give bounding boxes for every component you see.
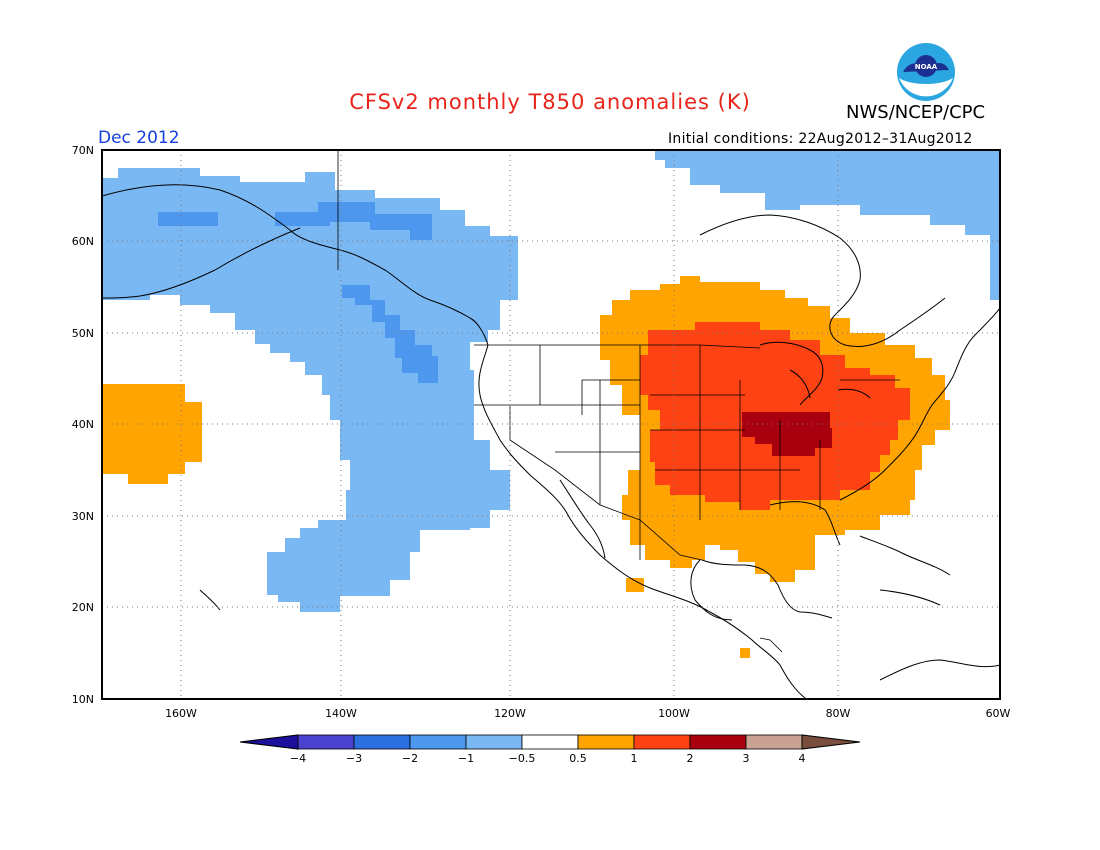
colorbar-swatch — [577, 734, 635, 750]
forecast-month: Dec 2012 — [98, 128, 180, 148]
colorbar-label: −4 — [290, 752, 306, 765]
colorbar: −4 −3 −2 −1 −0.5 0.5 1 2 3 4 — [239, 734, 861, 765]
colorbar-swatch — [633, 734, 691, 750]
colorbar-label: 1 — [631, 752, 638, 765]
warm-pixel-2 — [740, 648, 750, 658]
arctic-canada-cool-region — [655, 150, 1000, 300]
lat-label: 50N — [72, 327, 94, 340]
colorbar-swatch — [409, 734, 467, 750]
lat-labels: 70N 60N 50N 40N 30N 20N 10N — [72, 144, 94, 706]
map-frame — [101, 149, 1001, 700]
lat-label: 10N — [72, 693, 94, 706]
colorbar-swatch — [745, 734, 803, 750]
coastal-cooler-region — [342, 285, 438, 383]
lat-label: 70N — [72, 144, 94, 157]
colorbar-swatch — [689, 734, 747, 750]
lat-label: 20N — [72, 601, 94, 614]
colorbar-label: 2 — [687, 752, 694, 765]
lon-label: 60W — [986, 707, 1011, 720]
lon-label: 100W — [658, 707, 690, 720]
colorbar-label: −1 — [458, 752, 474, 765]
colorbar-swatch — [521, 734, 579, 750]
lon-label: 140W — [325, 707, 357, 720]
lat-label: 30N — [72, 510, 94, 523]
lon-label: 160W — [165, 707, 197, 720]
colorbar-label: 0.5 — [569, 752, 587, 765]
colorbar-label: −2 — [402, 752, 418, 765]
gulf-of-alaska-cooler-region — [275, 202, 432, 240]
colorbar-swatch — [465, 734, 523, 750]
ohio-valley-warmest-region — [742, 412, 832, 456]
agency-label: NWS/NCEP/CPC — [846, 102, 986, 123]
lat-label: 60N — [72, 235, 94, 248]
central-pacific-warm-region — [102, 384, 202, 484]
logo-text: NOAA — [915, 63, 938, 71]
colorbar-arrow-low — [239, 734, 299, 750]
colorbar-swatch — [353, 734, 411, 750]
colorbar-label: 3 — [743, 752, 750, 765]
warm-pixel-1 — [626, 578, 644, 592]
noaa-logo: NOAA — [897, 43, 955, 101]
chart-title: CFSv2 monthly T850 anomalies (K) — [349, 90, 751, 114]
colorbar-arrow-high — [801, 734, 861, 750]
initial-conditions: Initial conditions: 22Aug2012–31Aug2012 — [668, 131, 973, 147]
political-borders — [337, 150, 900, 653]
alaska-northpacific-cool-region — [102, 168, 518, 612]
lon-label: 120W — [494, 707, 526, 720]
colorbar-swatch — [297, 734, 355, 750]
colorbar-label: −3 — [346, 752, 362, 765]
coastlines — [102, 184, 1000, 699]
colorbar-label: −0.5 — [509, 752, 536, 765]
colorbar-label: 4 — [799, 752, 806, 765]
gulf-of-alaska-cooler-region-2 — [158, 212, 218, 226]
lon-labels: 160W 140W 120W 100W 80W 60W — [165, 707, 1010, 720]
lat-label: 40N — [72, 418, 94, 431]
lon-label: 80W — [826, 707, 851, 720]
